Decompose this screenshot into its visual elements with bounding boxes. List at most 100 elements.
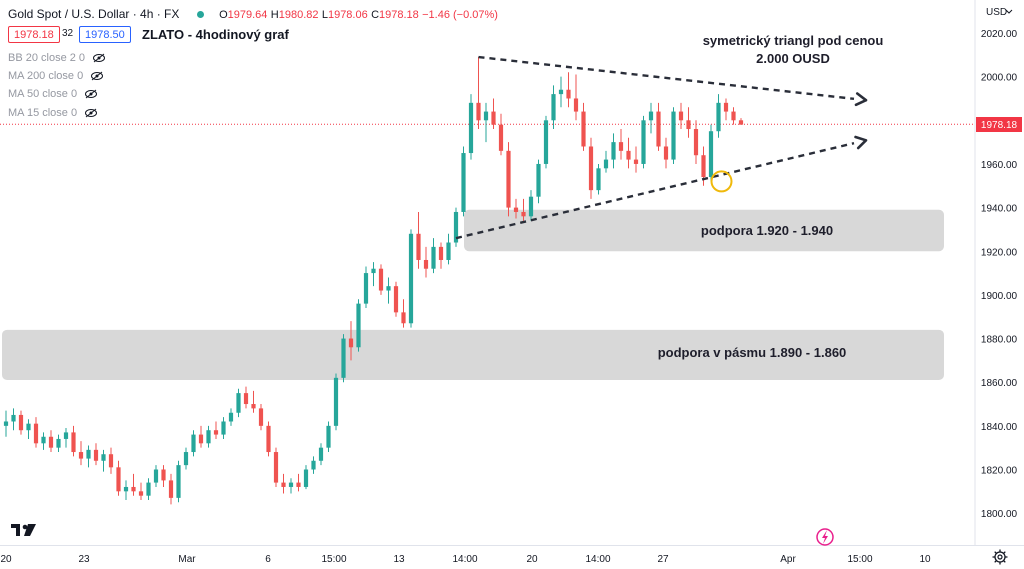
symbol-legend[interactable]: Gold Spot / U.S. Dollar · 4h · FX O1979.… — [8, 7, 498, 21]
candle — [693, 120, 699, 164]
candle — [678, 102, 684, 130]
candle — [453, 207, 459, 247]
candle — [506, 142, 511, 217]
candle — [558, 76, 564, 108]
candle — [63, 428, 69, 448]
time-axis[interactable]: 20 23 Mar 6 15:00 13 14:00 20 14:00 27 Apr 15:00 10 — [0, 554, 931, 565]
candle — [371, 262, 376, 287]
ohlc-close-label: C — [371, 9, 380, 21]
candle-body — [116, 467, 121, 492]
candle-body — [491, 111, 496, 125]
candle-body — [611, 142, 616, 160]
ohlc-high-value: 1980.82 — [278, 9, 319, 21]
price-tick-label: 1960.00 — [981, 160, 1018, 171]
candle-body — [618, 142, 624, 151]
indicator-ma200[interactable]: MA 200 close 0 — [8, 70, 104, 82]
candle — [641, 115, 646, 169]
triangle-annotation-line1: symetrický triangl pod cenou — [703, 33, 884, 48]
candle — [731, 107, 736, 125]
indicator-ma15[interactable]: MA 15 close 0 — [8, 107, 98, 119]
time-tick-label: 15:00 — [321, 554, 346, 565]
tradingview-logo-icon[interactable] — [11, 524, 36, 536]
candle-body — [93, 449, 99, 461]
candle-body — [228, 412, 234, 422]
candle-body — [626, 150, 631, 160]
candle-body — [723, 102, 729, 112]
candle-body — [213, 430, 219, 435]
triangle-trendlines — [455, 55, 868, 240]
chevron-down-icon[interactable] — [1005, 9, 1013, 14]
candle-body — [243, 393, 249, 405]
price-axis[interactable]: 2020.002000.001980.001960.001940.001920.… — [981, 29, 1018, 520]
candle — [168, 473, 174, 505]
support-zones — [2, 209, 944, 381]
indicator-ma50[interactable]: MA 50 close 0 — [8, 88, 98, 100]
symbol-title[interactable]: Gold Spot / U.S. Dollar · 4h · FX — [8, 7, 180, 21]
indicator-bb[interactable]: BB 20 close 2 0 — [8, 52, 106, 64]
eye-hidden-icon[interactable] — [90, 71, 104, 81]
candle-body — [236, 393, 241, 413]
candle — [498, 113, 504, 156]
candle — [611, 133, 616, 169]
candle-body — [431, 246, 436, 269]
candle-body — [168, 480, 174, 498]
candle — [686, 107, 691, 138]
gear-icon[interactable] — [992, 549, 1008, 565]
candle — [393, 281, 399, 317]
candle — [153, 465, 159, 487]
candle — [3, 410, 9, 437]
price-tick-label: 2020.00 — [981, 29, 1018, 40]
candle-body — [506, 150, 511, 208]
candle-body — [656, 111, 661, 147]
candle-body — [738, 120, 744, 125]
candle — [161, 465, 166, 487]
price-tick-label: 1820.00 — [981, 466, 1018, 477]
market-status-dot — [196, 10, 204, 18]
candle — [491, 98, 496, 130]
buy-price-button[interactable]: 1978.50 — [79, 26, 131, 43]
candle-body — [251, 404, 256, 409]
candle — [266, 421, 271, 457]
candle — [656, 102, 661, 151]
candle-body — [333, 377, 339, 426]
candle-body — [281, 482, 286, 487]
candle — [146, 478, 151, 501]
candle — [236, 388, 241, 418]
time-tick-label: 20 — [0, 554, 12, 565]
candle-body — [716, 102, 721, 132]
candle — [33, 417, 39, 448]
candle-body — [603, 159, 609, 169]
candle-body — [453, 211, 459, 243]
candle-body — [483, 111, 489, 121]
ohlc-open-value: 1979.64 — [227, 9, 268, 21]
currency-label[interactable]: USD — [986, 7, 1007, 18]
candle — [116, 460, 121, 496]
eye-hidden-icon[interactable] — [84, 89, 98, 99]
candle — [123, 480, 129, 501]
candle — [581, 102, 586, 151]
candle-body — [498, 124, 504, 151]
time-tick-label: 20 — [526, 554, 538, 565]
candle — [303, 465, 309, 490]
candle — [431, 238, 436, 274]
eye-hidden-icon[interactable] — [84, 108, 98, 118]
candle — [386, 277, 391, 304]
candle — [566, 72, 571, 108]
candle — [603, 150, 609, 173]
candle — [596, 163, 601, 195]
price-tick-label: 1880.00 — [981, 335, 1018, 346]
ohlc-low-value: 1978.06 — [327, 9, 368, 21]
eye-hidden-icon[interactable] — [92, 53, 106, 63]
candle-body — [71, 432, 76, 453]
candle — [543, 115, 549, 169]
candle-body — [461, 153, 466, 212]
candle-body — [26, 423, 31, 431]
candle-body — [311, 460, 316, 470]
candle — [258, 404, 264, 431]
price-tick-label: 1860.00 — [981, 378, 1018, 389]
sell-price-button[interactable]: 1978.18 — [8, 26, 60, 43]
candle-body — [258, 408, 264, 426]
lightning-icon[interactable] — [816, 528, 834, 546]
support-zone — [2, 329, 944, 381]
